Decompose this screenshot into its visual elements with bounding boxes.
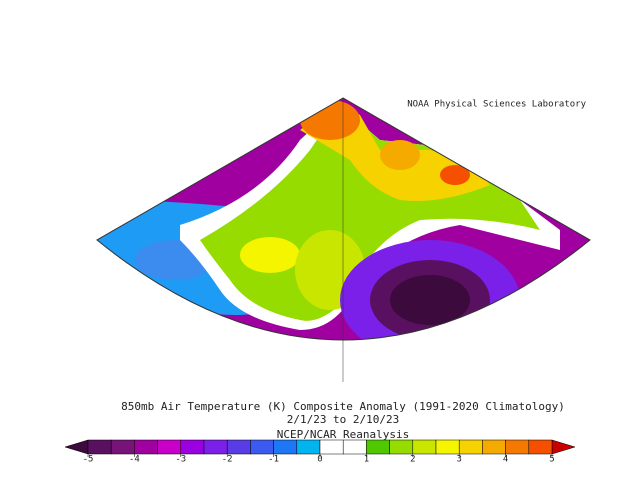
colorbar-segment xyxy=(366,439,390,455)
title: 850mb Air Temperature (K) Composite Anom… xyxy=(121,400,565,413)
colorbar-tick-label: -5 xyxy=(83,455,94,465)
colorbar-segment xyxy=(87,439,112,455)
colorbar-tick-label: 0 xyxy=(317,455,322,465)
colorbar-segment xyxy=(273,439,298,455)
colorbar: -5 -4 -3 -2 -1 0 1 2 3 4 5 xyxy=(64,439,576,465)
colorbar-low-end xyxy=(64,439,89,455)
map xyxy=(97,98,590,340)
colorbar-high-end xyxy=(551,439,576,455)
colorbar-tick-label: -1 xyxy=(268,455,279,465)
colorbar-tick-label: 4 xyxy=(503,455,508,465)
colorbar-segment xyxy=(482,439,506,455)
colorbar-segment xyxy=(110,439,135,455)
colorbar-segment xyxy=(342,439,367,455)
colorbar-segment xyxy=(157,439,182,455)
colorbar-tick-label: 5 xyxy=(549,455,554,465)
map-border xyxy=(96,97,591,341)
colorbar-segment xyxy=(505,439,530,455)
colorbar-segment xyxy=(528,439,553,455)
date-range: 2/1/23 to 2/10/23 xyxy=(287,413,400,426)
colorbar-tick-label: -3 xyxy=(175,455,186,465)
colorbar-segment xyxy=(203,439,228,455)
colorbar-segment xyxy=(134,439,158,455)
colorbar-tick-label: 3 xyxy=(456,455,461,465)
colorbar-segment xyxy=(412,439,437,455)
colorbar-segment xyxy=(435,439,460,455)
colorbar-tick-label: 2 xyxy=(410,455,415,465)
source-label: NOAA Physical Sciences Laboratory xyxy=(407,100,586,110)
dataset: NCEP/NCAR Reanalysis xyxy=(277,428,409,441)
colorbar-tick-label: -2 xyxy=(222,455,233,465)
colorbar-segment xyxy=(319,439,344,455)
colorbar-segment xyxy=(458,439,483,455)
colorbar-segment xyxy=(250,439,274,455)
colorbar-segment xyxy=(226,439,251,455)
colorbar-segment xyxy=(389,439,414,455)
colorbar-segment xyxy=(296,439,321,455)
colorbar-segment xyxy=(180,439,205,455)
colorbar-tick-label: -4 xyxy=(129,455,140,465)
colorbar-tick-label: 1 xyxy=(364,455,369,465)
